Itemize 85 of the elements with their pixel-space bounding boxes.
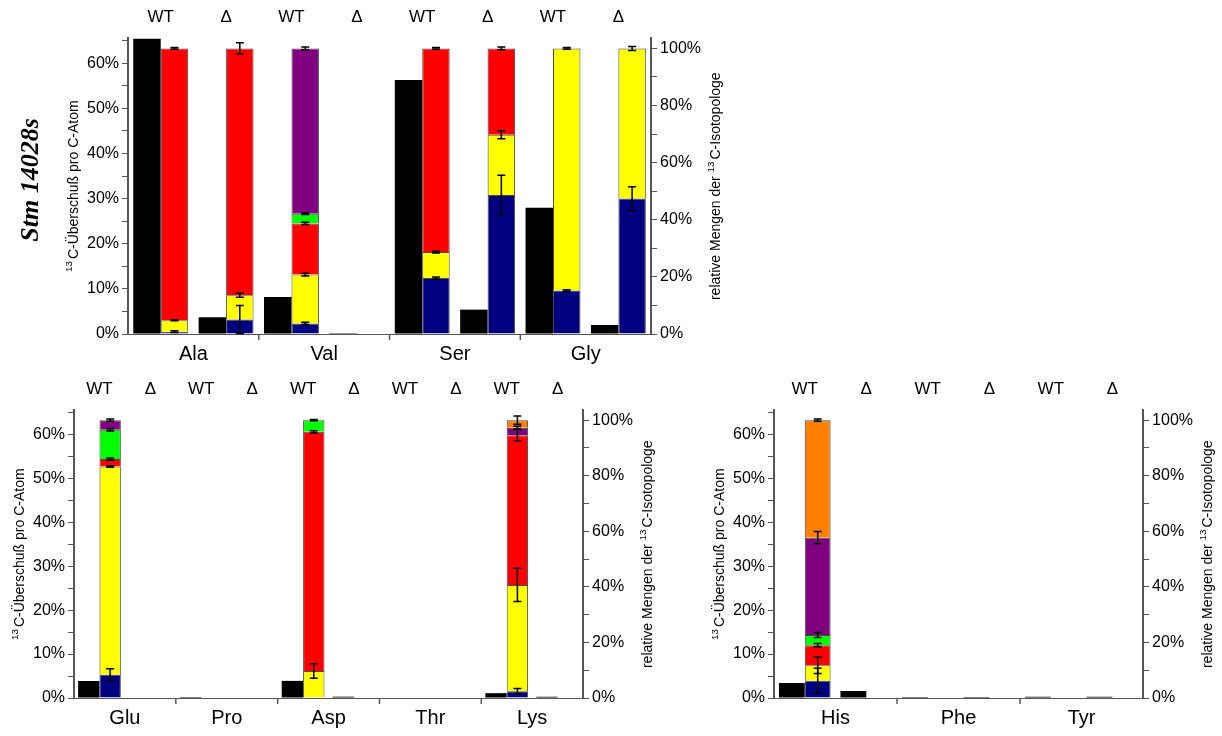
y-tick-label: 40% [32, 512, 66, 530]
y2-tick-label: 100% [1152, 410, 1193, 428]
x-tick-label: WT [278, 6, 305, 26]
x-tick-label: Δ [1106, 378, 1118, 398]
x-tick-label: Δ [551, 378, 564, 398]
bar [460, 309, 488, 334]
y-tick-label: 20% [32, 600, 66, 618]
y-tick-label: 0% [41, 688, 66, 706]
y-tick-label: 30% [32, 556, 66, 574]
y-axis-title: 13C-Überschuß pro C-Atom [8, 468, 27, 640]
y2-axis-title: relative Mengen der 13C-Isotopologe [1196, 440, 1215, 669]
text: Phe [940, 705, 977, 728]
text: Ala [178, 341, 209, 364]
text: Lys [516, 705, 548, 728]
y-tick-label: 40% [86, 143, 120, 161]
y-tick-label: 0% [95, 324, 120, 342]
y2-tick-label: 100% [660, 38, 701, 56]
y2-tick-label: 40% [1152, 577, 1185, 595]
x-tick-label: WT [147, 6, 174, 26]
y2-tick-label: 60% [660, 153, 693, 171]
text: His [821, 705, 850, 728]
y2-tick-label: 80% [660, 95, 693, 113]
y2-tick-label: 20% [592, 632, 625, 650]
x-tick-label: Δ [481, 6, 494, 26]
bar [840, 690, 867, 698]
x-tick-label: WT [86, 378, 113, 398]
x-tick-label: Δ [351, 6, 363, 26]
y-tick-label: 10% [86, 279, 120, 297]
x-tick-label: WT [289, 378, 317, 398]
y2-tick-label: 0% [592, 688, 616, 706]
y2-tick-label: 0% [1152, 688, 1176, 706]
y-tick-label: 20% [732, 600, 766, 618]
x-tick-label: WT [391, 378, 419, 398]
y-tick-label: 60% [732, 424, 766, 442]
y2-tick-label: 60% [1152, 521, 1185, 539]
text: Glu [109, 705, 141, 728]
y2-tick-label: 40% [592, 577, 625, 595]
x-tick-label: WT [914, 378, 942, 398]
x-tick-label: Δ [450, 378, 462, 398]
y-axis-title: 13C-Überschuß pro C-Atom [708, 468, 727, 640]
text: Gly [570, 341, 601, 364]
x-tick-label: WT [409, 6, 436, 26]
y-tick-label: 60% [32, 424, 66, 442]
y-tick-label: 0% [741, 688, 766, 706]
y2-axis-title: relative Mengen der 13C-Isotopologe [636, 440, 655, 669]
y-tick-label: 20% [86, 234, 120, 252]
x-tick-label: WT [493, 378, 520, 398]
y2-tick-label: 80% [1152, 466, 1185, 484]
x-tick-label: Δ [612, 6, 625, 26]
y-tick-label: 50% [86, 98, 120, 116]
y-tick-label: 40% [732, 512, 766, 530]
y2-axis-title: relative Mengen der 13C-Isotopologe [704, 72, 723, 301]
x-tick-label: Δ [220, 6, 232, 26]
y2-tick-label: 60% [592, 521, 625, 539]
y-tick-label: 60% [86, 53, 120, 71]
x-tick-label: WT [791, 378, 818, 398]
text: Ser [439, 341, 471, 364]
y-tick-label: 50% [32, 468, 66, 486]
x-tick-label: WT [539, 6, 567, 26]
text: Tyr [1067, 705, 1096, 728]
text: Pro [211, 705, 243, 728]
y2-tick-label: 100% [592, 410, 633, 428]
text: Asp [311, 705, 346, 728]
x-tick-label: WT [1037, 378, 1065, 398]
x-tick-label: Δ [246, 378, 258, 398]
y-tick-label: 10% [732, 644, 766, 662]
y2-tick-label: 0% [660, 324, 684, 342]
y2-tick-label: 80% [592, 466, 625, 484]
y-tick-label: 30% [86, 189, 120, 207]
x-tick-label: WT [188, 378, 215, 398]
y2-tick-label: 20% [660, 267, 693, 285]
text: Val [310, 341, 338, 364]
x-tick-label: Δ [860, 378, 872, 398]
y-axis-title: 13C-Überschuß pro C-Atom [62, 100, 81, 272]
y2-tick-label: 40% [660, 210, 693, 228]
bar [590, 324, 619, 334]
y-tick-label: 50% [732, 468, 766, 486]
text: Thr [415, 705, 446, 728]
x-tick-label: Δ [983, 378, 995, 398]
x-tick-label: Δ [348, 378, 360, 398]
y2-tick-label: 20% [1152, 632, 1185, 650]
y-tick-label: 10% [32, 644, 66, 662]
text: Stm 14028s [15, 118, 45, 242]
y-tick-label: 30% [732, 556, 766, 574]
x-tick-label: Δ [144, 378, 157, 398]
